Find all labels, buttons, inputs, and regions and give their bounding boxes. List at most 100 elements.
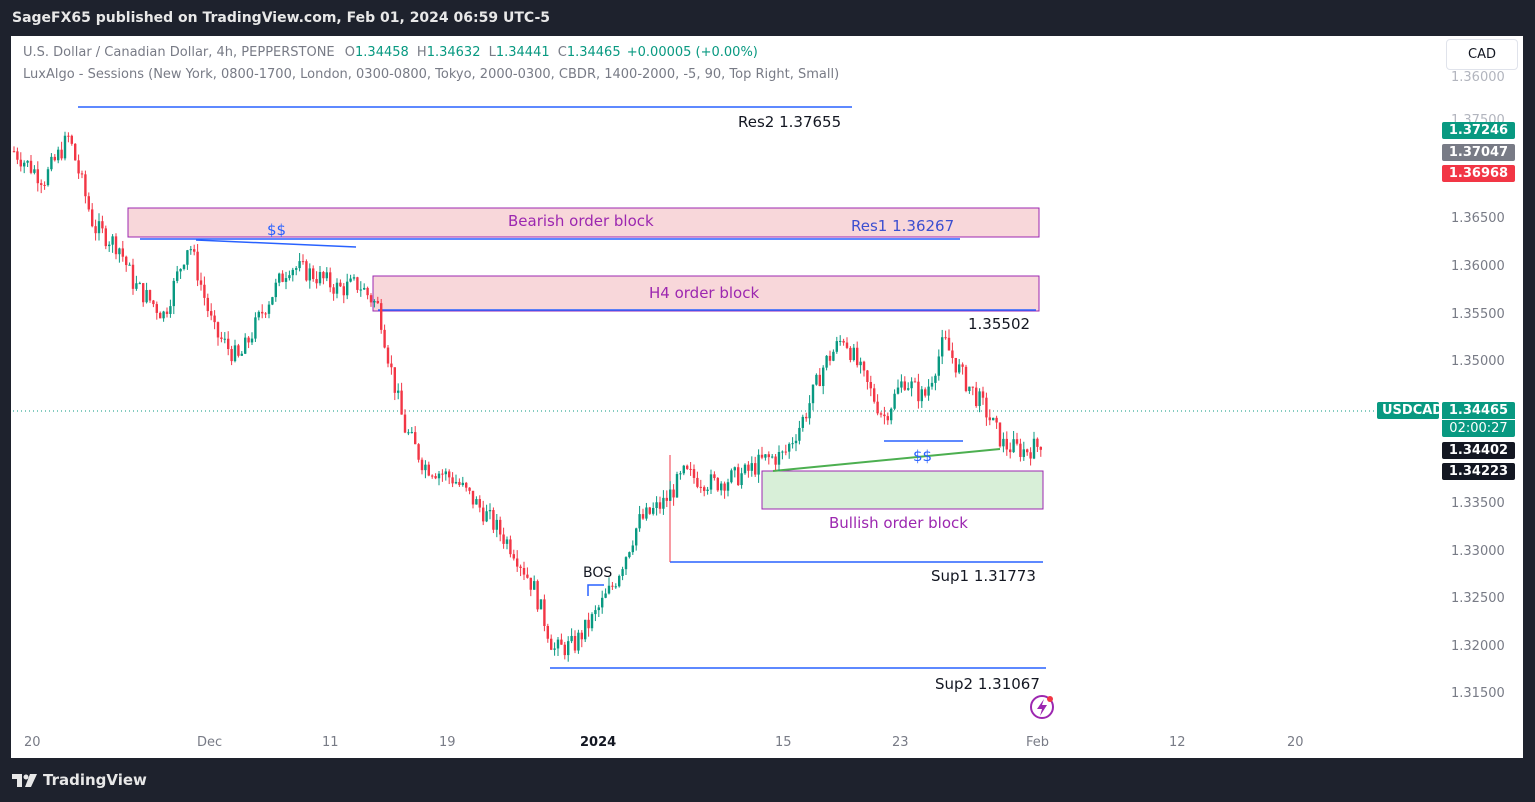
time-tick: 15 bbox=[775, 735, 792, 750]
candle-body bbox=[220, 337, 223, 339]
candle-body bbox=[930, 382, 934, 387]
candle-body bbox=[896, 387, 900, 394]
symbol-legend[interactable]: U.S. Dollar / Canadian Dollar, 4h, PEPPE… bbox=[23, 45, 758, 60]
candle-body bbox=[60, 149, 63, 159]
candle-body bbox=[873, 388, 876, 402]
candle-body bbox=[519, 566, 522, 568]
candle-body bbox=[1032, 438, 1036, 459]
bearish-order-block-zone[interactable] bbox=[127, 207, 1040, 238]
candle-body bbox=[43, 184, 46, 186]
candle-body bbox=[36, 169, 39, 184]
candle-body bbox=[437, 473, 441, 479]
trend-line[interactable] bbox=[772, 448, 1001, 472]
candle-body bbox=[315, 279, 318, 284]
candle-body bbox=[393, 367, 396, 393]
candle-body bbox=[740, 473, 743, 486]
candle-body bbox=[478, 499, 481, 508]
candle-body bbox=[893, 393, 896, 409]
candle-body bbox=[359, 289, 362, 291]
brand-name: TradingView bbox=[43, 771, 147, 789]
high-value: 1.34632 bbox=[426, 45, 481, 60]
candle-body bbox=[811, 384, 815, 404]
candle-body bbox=[597, 607, 600, 611]
price-axis[interactable]: 1.36000 1.37500 1.36500 1.36000 1.35500 … bbox=[1451, 70, 1505, 701]
candle-body bbox=[312, 268, 315, 280]
candle-body bbox=[988, 417, 991, 421]
bullish-ob-label: Bullish order block bbox=[829, 514, 968, 532]
currency-button[interactable]: CAD bbox=[1446, 39, 1518, 70]
candle-body bbox=[910, 381, 913, 389]
candle-body bbox=[658, 502, 662, 509]
candle-body bbox=[216, 322, 220, 338]
res1-label: Res1 1.36267 bbox=[851, 217, 954, 235]
candle-body bbox=[862, 361, 866, 371]
candle-body bbox=[495, 519, 498, 530]
candle-body bbox=[403, 414, 407, 433]
candle-body bbox=[743, 464, 747, 474]
liquidity-line-top[interactable] bbox=[195, 239, 357, 248]
candle-body bbox=[594, 610, 597, 615]
candle-body bbox=[77, 160, 80, 174]
close-value: 1.34465 bbox=[566, 45, 621, 60]
chart-area[interactable] bbox=[11, 36, 1523, 758]
candle-body bbox=[1012, 439, 1015, 453]
candle-body bbox=[189, 249, 192, 251]
candle-body bbox=[386, 347, 390, 364]
price-tag: 1.37047 bbox=[1442, 144, 1515, 161]
alert-lightning-icon[interactable] bbox=[1030, 695, 1054, 719]
time-tick: 23 bbox=[892, 735, 909, 750]
high-label: H bbox=[416, 45, 427, 60]
candle-body bbox=[135, 283, 138, 289]
bullish-order-block-zone[interactable] bbox=[761, 470, 1044, 510]
indicator-legend[interactable]: LuxAlgo - Sessions (New York, 0800-1700,… bbox=[23, 67, 840, 82]
candle-body bbox=[920, 389, 923, 402]
candle-body bbox=[696, 477, 699, 487]
time-axis[interactable]: 20 Dec 11 19 2024 15 23 Feb 12 20 bbox=[24, 735, 1304, 750]
candle-body bbox=[750, 463, 753, 471]
candle-body bbox=[808, 403, 811, 419]
candle-body bbox=[91, 209, 94, 227]
candle-body bbox=[50, 156, 53, 170]
candle-body bbox=[601, 597, 604, 608]
candle-body bbox=[339, 282, 342, 287]
h4-order-block-zone[interactable] bbox=[372, 275, 1040, 312]
candle-body bbox=[1029, 452, 1032, 459]
candle-body bbox=[621, 569, 624, 576]
candle-body bbox=[397, 390, 400, 393]
time-tick: 11 bbox=[322, 735, 339, 750]
candle-body bbox=[352, 277, 356, 279]
time-tick: Feb bbox=[1026, 735, 1049, 750]
candle-body bbox=[941, 337, 944, 357]
candle-body bbox=[308, 268, 311, 281]
candle-body bbox=[454, 481, 458, 484]
candle-body bbox=[924, 389, 927, 396]
candle-body bbox=[587, 619, 590, 629]
candle-body bbox=[322, 272, 325, 279]
candle-body bbox=[839, 340, 842, 342]
candle-body bbox=[774, 456, 777, 465]
candle-body bbox=[125, 256, 128, 266]
level-label: 1.35502 bbox=[968, 315, 1030, 333]
candle-body bbox=[465, 482, 468, 488]
candle-body bbox=[227, 338, 230, 350]
candle-body bbox=[835, 341, 838, 352]
tradingview-logo[interactable]: TradingView bbox=[12, 771, 147, 789]
candle-body bbox=[655, 502, 658, 509]
candle-body bbox=[886, 416, 889, 421]
candle-body bbox=[879, 413, 883, 415]
candle-body bbox=[720, 483, 723, 491]
candle-body bbox=[67, 135, 70, 137]
time-tick: 19 bbox=[439, 735, 456, 750]
candle-body bbox=[182, 264, 186, 269]
candlestick-series[interactable] bbox=[12, 131, 1042, 662]
candle-body bbox=[937, 356, 940, 376]
candle-body bbox=[529, 577, 532, 590]
time-tick: 2024 bbox=[580, 735, 616, 750]
candle-body bbox=[825, 355, 828, 368]
candle-body bbox=[573, 635, 577, 651]
candle-body bbox=[390, 363, 393, 368]
bos-line[interactable] bbox=[587, 584, 604, 596]
candle-body bbox=[203, 284, 206, 298]
candle-body bbox=[250, 338, 254, 343]
